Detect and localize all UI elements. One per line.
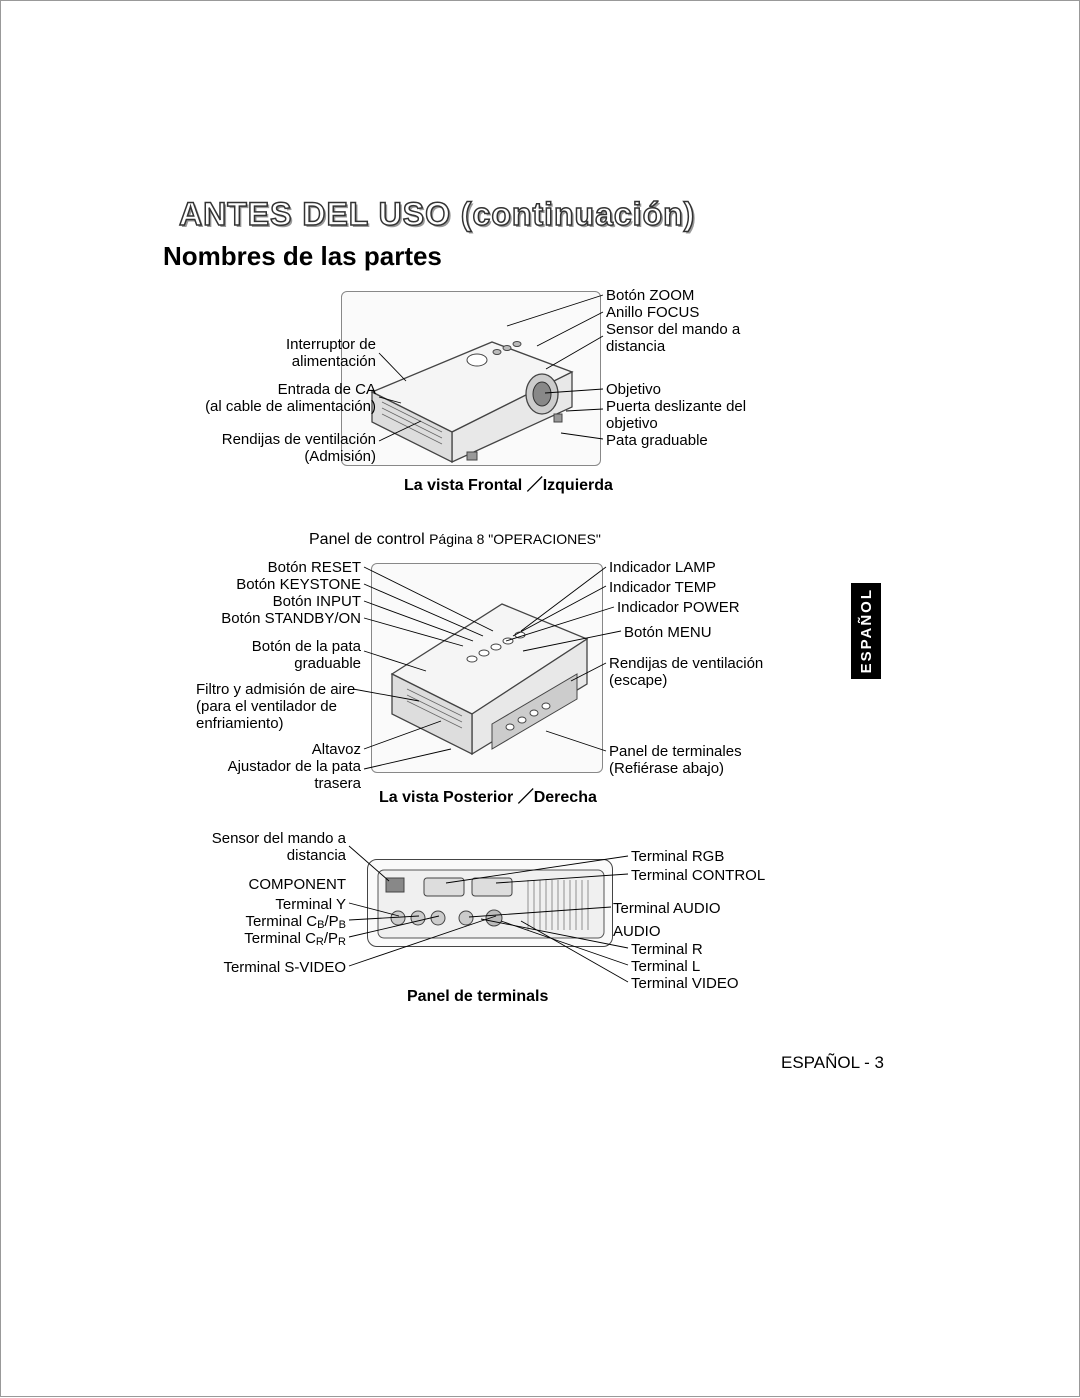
- fig1-label-remote-1: Sensor del mando a: [606, 321, 740, 340]
- fig2-label-exhaust-2: (escape): [609, 672, 667, 691]
- fig1-label-vent-2: (Admisión): [176, 448, 376, 467]
- fig2-label-temp: Indicador TEMP: [609, 579, 716, 598]
- fig2-label-power: Indicador POWER: [617, 599, 740, 618]
- fig1-label-lensdoor-1: Puerta deslizante del: [606, 398, 746, 417]
- fig2-caption: La vista Posterior ／Derecha: [379, 783, 597, 807]
- fig1-label-ac-2: (al cable de alimentación): [176, 398, 376, 417]
- fig2-label-standby: Botón STANDBY/ON: [161, 610, 361, 629]
- fig2-label-speaker: Altavoz: [161, 741, 361, 760]
- fig1-label-remote-2: distancia: [606, 338, 665, 357]
- figure-front-left: [341, 291, 601, 466]
- fig3-caption: Panel de terminals: [407, 988, 548, 1006]
- language-tab: ESPAÑOL: [851, 583, 881, 679]
- fig1-label-power-switch-2: alimentación: [176, 353, 376, 372]
- fig1-label-power-switch-1: Interruptor de: [176, 336, 376, 355]
- fig2-top-label: Panel de control Página 8 "OPERACIONES": [309, 530, 601, 550]
- fig1-label-ac-1: Entrada de CA: [176, 381, 376, 400]
- fig3-label-audio: Terminal AUDIO: [613, 900, 721, 919]
- fig1-label-vent-1: Rendijas de ventilación: [176, 431, 376, 450]
- fig1-label-lensdoor-2: objetivo: [606, 415, 658, 434]
- fig2-label-filter-1: Filtro y admisión de aire: [196, 681, 355, 700]
- fig3-label-video: Terminal VIDEO: [631, 975, 739, 994]
- fig2-top-label-main: Panel de control: [309, 531, 425, 548]
- projector-rear-svg: [372, 564, 604, 774]
- fig3-label-crpr: Terminal CR/PR: [146, 930, 346, 950]
- fig2-label-lamp: Indicador LAMP: [609, 559, 716, 578]
- fig2-label-input: Botón INPUT: [161, 593, 361, 612]
- fig3-label-remote-2: distancia: [146, 847, 346, 866]
- page-main-title: ANTES DEL USO (continuación): [179, 196, 695, 233]
- fig1-label-focus: Anillo FOCUS: [606, 304, 699, 323]
- fig1-caption: La vista Frontal ／Izquierda: [404, 471, 613, 495]
- projector-front-svg: [342, 292, 602, 467]
- manual-page: ANTES DEL USO (continuación) Nombres de …: [0, 0, 1080, 1397]
- fig3-label-l: Terminal L: [631, 958, 700, 977]
- fig3-label-y: Terminal Y: [146, 896, 346, 915]
- fig3-label-audio-group: AUDIO: [613, 923, 661, 942]
- fig3-label-svideo: Terminal S-VIDEO: [146, 959, 346, 978]
- fig2-label-panel-2: (Refiérase abajo): [609, 760, 724, 779]
- page-footer: ESPAÑOL - 3: [781, 1053, 884, 1073]
- fig2-label-footbtn-1: Botón de la pata: [161, 638, 361, 657]
- fig1-label-foot: Pata graduable: [606, 432, 708, 451]
- fig2-top-label-sub: Página 8 "OPERACIONES": [429, 531, 601, 547]
- fig1-label-zoom: Botón ZOOM: [606, 287, 694, 306]
- fig2-label-exhaust-1: Rendijas de ventilación: [609, 655, 763, 674]
- fig2-label-keystone: Botón KEYSTONE: [161, 576, 361, 595]
- fig2-label-footbtn-2: graduable: [161, 655, 361, 674]
- fig3-label-remote-1: Sensor del mando a: [146, 830, 346, 849]
- figure-terminals: [367, 859, 613, 947]
- fig2-label-menu: Botón MENU: [624, 624, 712, 643]
- fig3-label-component: COMPONENT: [146, 876, 346, 895]
- fig3-label-control: Terminal CONTROL: [631, 867, 765, 886]
- fig2-label-footadj-1: Ajustador de la pata: [161, 758, 361, 777]
- fig1-label-lens: Objetivo: [606, 381, 661, 400]
- language-tab-label: ESPAÑOL: [858, 588, 875, 673]
- terminals-svg: [368, 860, 614, 948]
- fig2-label-panel-1: Panel de terminales: [609, 743, 742, 762]
- fig2-label-footadj-2: trasera: [161, 775, 361, 794]
- fig2-label-reset: Botón RESET: [161, 559, 361, 578]
- fig3-label-rgb: Terminal RGB: [631, 848, 724, 867]
- section-title: Nombres de las partes: [163, 241, 442, 272]
- figure-rear-right: [371, 563, 603, 773]
- fig2-label-filter-2: (para el ventilador de: [196, 698, 337, 717]
- fig2-label-filter-3: enfriamiento): [196, 715, 284, 734]
- fig3-label-r: Terminal R: [631, 941, 703, 960]
